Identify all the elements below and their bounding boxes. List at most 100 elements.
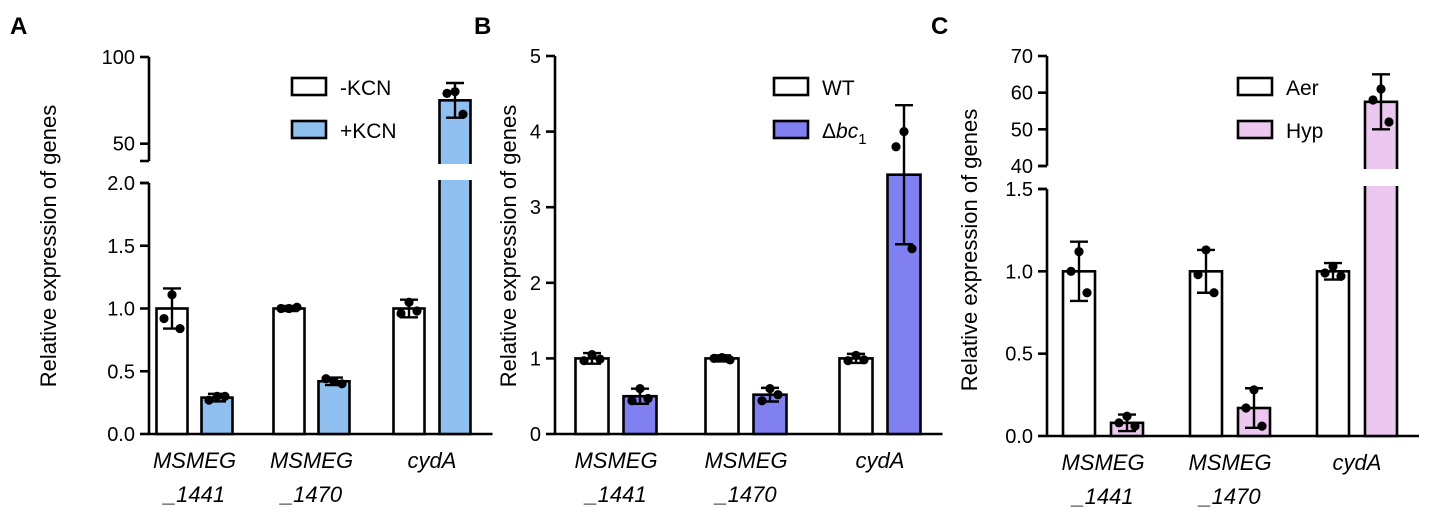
bar: [438, 99, 472, 436]
data-point: [851, 350, 861, 360]
bar: [1315, 270, 1351, 438]
data-point: [1074, 246, 1084, 257]
bar: [392, 307, 426, 436]
y-tick-label: 5: [530, 46, 541, 68]
data-point: [765, 384, 775, 394]
data-point: [396, 308, 406, 319]
bar: [1188, 270, 1224, 438]
legend-swatch: [772, 119, 810, 140]
data-point: [167, 290, 177, 300]
y-tick-label: 0.0: [1005, 426, 1033, 448]
data-point: [292, 302, 302, 312]
data-point: [1201, 245, 1211, 255]
data-point: [1376, 84, 1386, 94]
y-tick-label: 50: [113, 134, 135, 156]
panel-c: C Relative expression of genes 0.0 0.5 1.0 1.…: [931, 13, 1419, 509]
y-tick-label: 60: [1011, 83, 1033, 105]
data-point: [635, 384, 645, 394]
data-point: [1193, 270, 1203, 280]
panel-a: A Relative expression of genes 0.0 0.5 1.0 1.…: [10, 13, 493, 507]
data-point: [1130, 421, 1140, 431]
data-point: [1066, 266, 1076, 276]
y-tick-label: 0.5: [107, 361, 135, 383]
category-label: MSMEG: [1061, 450, 1144, 475]
legend-label: Hyp: [1286, 120, 1323, 143]
data-point: [843, 356, 853, 366]
panel-b: B Relative expression of genes 0 1 2 3 4 5 MSMEG…: [474, 13, 943, 507]
category-label: cydA: [408, 448, 457, 473]
panel-letter: B: [474, 13, 491, 40]
category-label: MSMEG: [153, 448, 236, 473]
category-label: cydA: [1333, 450, 1382, 475]
data-point: [907, 244, 917, 254]
data-point: [329, 376, 339, 386]
data-point: [212, 391, 222, 401]
y-tick-label: 0.0: [107, 424, 135, 446]
data-point: [587, 350, 597, 360]
panel-letter: A: [10, 13, 27, 40]
data-point: [458, 109, 468, 119]
legend: -KCN +KCN: [290, 76, 397, 143]
y-tick-label: 1.0: [1005, 261, 1033, 283]
y-tick-label: 2.0: [107, 173, 135, 195]
data-point: [450, 87, 460, 97]
data-point: [220, 391, 230, 401]
legend: WT Δbc1: [772, 76, 867, 148]
legend-swatch: [1236, 119, 1274, 140]
bar-break-gap: [436, 164, 474, 180]
bar: [272, 307, 306, 436]
axis-break-gap: [1043, 168, 1051, 187]
legend: Aer Hyp: [1236, 76, 1323, 143]
y-tick-label: 40: [1011, 156, 1033, 178]
data-point: [859, 355, 869, 365]
data-point: [1249, 385, 1259, 395]
data-point: [891, 142, 901, 152]
y-axis-label: Relative expression of genes: [957, 109, 982, 392]
legend-label: -KCN: [340, 77, 391, 100]
data-point: [1082, 288, 1092, 298]
y-tick-label: 50: [1011, 119, 1033, 141]
category-label: MSMEG: [270, 448, 353, 473]
data-point: [1122, 411, 1132, 421]
legend-swatch: [772, 76, 810, 97]
panel-letter: C: [931, 13, 948, 40]
data-point: [337, 379, 347, 389]
y-tick-label: 0.5: [1005, 344, 1033, 366]
data-point: [1384, 117, 1394, 127]
legend-swatch: [290, 76, 328, 97]
y-tick-label: 100: [102, 47, 135, 69]
category-label: cydA: [856, 448, 905, 473]
category-label: _1441: [583, 482, 646, 507]
data-point: [899, 127, 909, 137]
data-point: [773, 390, 783, 400]
data-point: [412, 306, 422, 316]
data-point: [717, 353, 727, 363]
category-label: MSMEG: [1188, 450, 1271, 475]
data-point: [595, 354, 605, 364]
category-label: _1470: [279, 482, 343, 507]
legend-label: Δbc1: [822, 120, 867, 148]
y-tick-label: 4: [530, 122, 541, 144]
bar: [317, 379, 351, 436]
bar: [1363, 100, 1399, 438]
data-point: [442, 88, 452, 98]
data-point: [276, 303, 286, 314]
axis-break-gap: [145, 163, 153, 181]
y-axis-label: Relative expression of genes: [496, 105, 521, 388]
y-tick-label: 1.5: [1005, 179, 1033, 201]
y-tick-label: 1.0: [107, 299, 135, 321]
y-tick-label: 3: [530, 197, 541, 219]
data-point: [579, 356, 589, 366]
legend-label: +KCN: [340, 120, 397, 143]
data-point: [175, 323, 185, 334]
category-label: MSMEG: [704, 448, 787, 473]
data-point: [404, 297, 414, 307]
data-point: [321, 374, 331, 384]
data-point: [1328, 261, 1338, 271]
y-tick-label: 1: [530, 348, 541, 370]
bar: [704, 357, 740, 436]
data-point: [643, 393, 653, 404]
category-label: MSMEG: [574, 448, 657, 473]
data-point: [1257, 421, 1267, 431]
